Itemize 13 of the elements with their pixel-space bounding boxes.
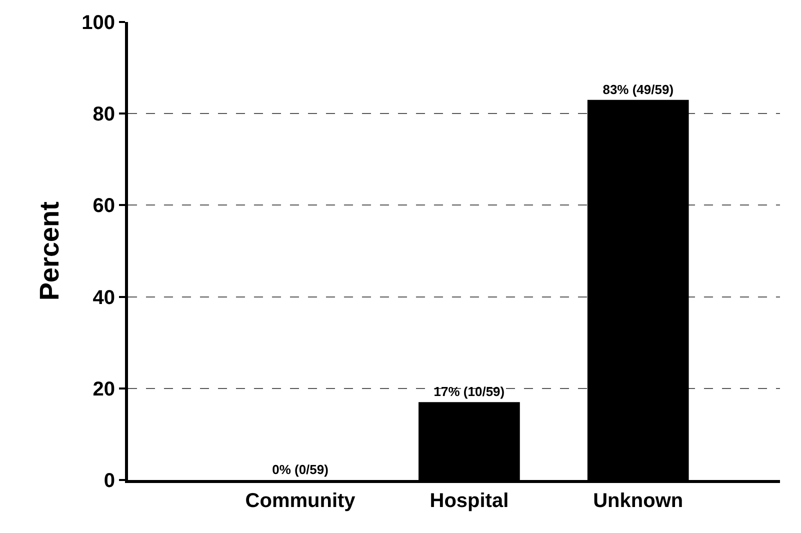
- y-tick-label: 60: [92, 195, 115, 218]
- y-tick-label: 100: [82, 12, 115, 34]
- y-tick-label: 20: [92, 378, 115, 400]
- x-tick-label: Hospital: [430, 490, 509, 512]
- data-label: 17% (10/59): [434, 384, 505, 400]
- data-label: 83% (49/59): [602, 82, 674, 97]
- y-tick-label: 80: [92, 104, 115, 126]
- y-tick-label: 0: [104, 470, 115, 492]
- y-axis-title: Percent: [34, 201, 65, 301]
- x-tick-label: Unknown: [593, 490, 684, 512]
- y-tick-label: 40: [92, 286, 115, 309]
- x-tick-label: Community: [245, 490, 356, 512]
- data-label: 0% (0/59): [272, 462, 328, 477]
